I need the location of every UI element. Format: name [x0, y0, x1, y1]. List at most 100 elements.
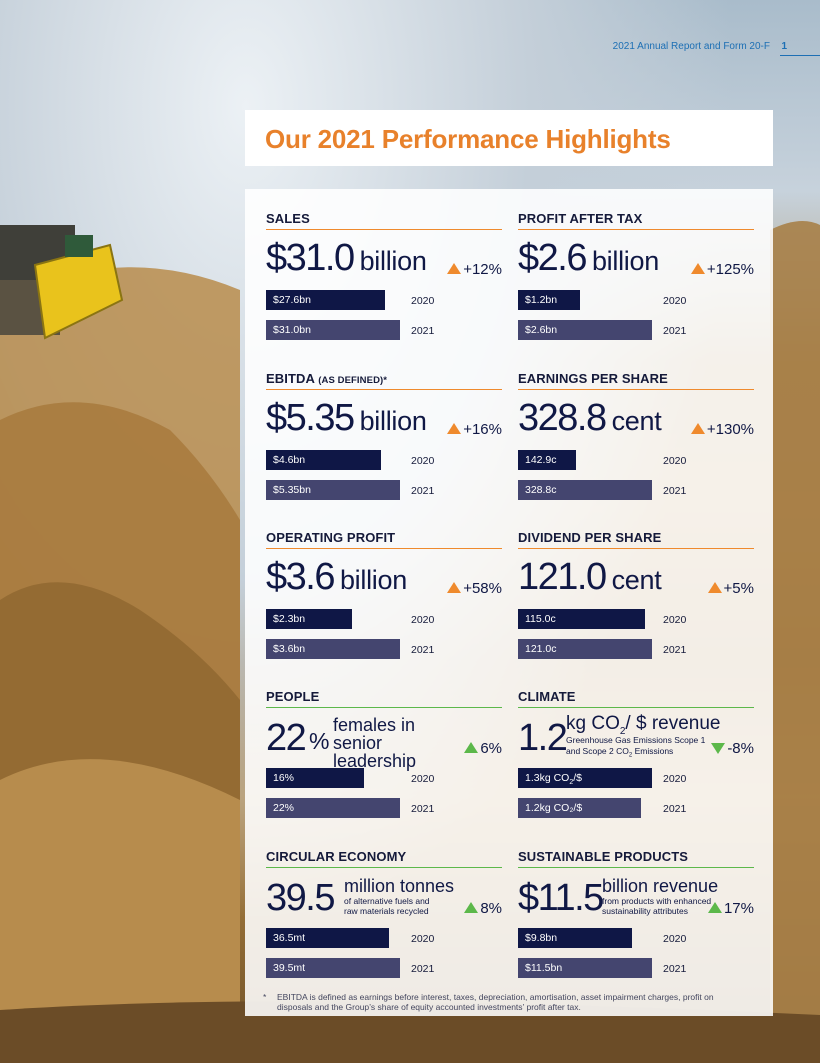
bar-2021: 22%	[266, 798, 400, 818]
bar-2020: $2.3bn	[266, 609, 352, 629]
card-rule	[518, 548, 754, 549]
card-rule	[266, 707, 502, 708]
year-label-2021: 2021	[411, 963, 435, 975]
headline-description: of alternative fuels and raw materials r…	[344, 896, 430, 916]
bar-2021: 121.0c	[518, 639, 652, 659]
triangle-up-icon	[707, 901, 722, 913]
change-indicator: +130%	[690, 421, 754, 438]
bar-2021: $5.35bn	[266, 480, 400, 500]
bar-2021: $11.5bn	[518, 958, 652, 978]
page-number: 1	[781, 41, 787, 52]
year-label-2020: 2020	[411, 773, 435, 785]
bar-2020: 115.0c	[518, 609, 645, 629]
headline-value: $2.6 billion	[518, 237, 659, 279]
bar-2020: $27.6bn	[266, 290, 385, 310]
footnote-marker: *	[263, 992, 267, 1002]
bulldozer-image	[0, 225, 124, 340]
bar-2021: 39.5mt	[266, 958, 400, 978]
bar-2020: 36.5mt	[266, 928, 389, 948]
card-title: OPERATING PROFIT	[266, 530, 396, 545]
card-title: EBITDA (AS DEFINED)*	[266, 371, 388, 386]
year-label-2021: 2021	[663, 485, 687, 497]
card-dividend-per-share: DIVIDEND PER SHARE 121.0 cent +5% 115.0c …	[518, 508, 754, 659]
card-climate: CLIMATE 1.2 kg CO2/ $ revenue Greenhouse…	[518, 667, 754, 818]
year-label-2020: 2020	[411, 295, 435, 307]
report-name: 2021 Annual Report and Form 20-F	[612, 41, 770, 52]
bar-2021: 328.8c	[518, 480, 652, 500]
year-label-2021: 2021	[411, 803, 435, 815]
year-label-2020: 2020	[411, 455, 435, 467]
headline-description: Greenhouse Gas Emissions Scope 1 and Scop…	[566, 735, 706, 759]
bar-2021: $3.6bn	[266, 639, 400, 659]
headline-unit: kg CO2/ $ revenue	[566, 713, 721, 737]
triangle-up-icon	[464, 901, 479, 913]
year-label-2021: 2021	[663, 803, 687, 815]
change-indicator: -8%	[711, 740, 754, 757]
header-rule	[780, 55, 820, 56]
headline-unit: million tonnes	[344, 876, 455, 896]
report-header: 2021 Annual Report and Form 20-F 1	[590, 38, 820, 58]
triangle-up-icon	[690, 262, 705, 274]
year-label-2020: 2020	[663, 295, 687, 307]
change-indicator: +5%	[707, 580, 754, 597]
card-rule	[266, 867, 502, 868]
card-ebitda: EBITDA (AS DEFINED)* $5.35 billion +16% $…	[266, 349, 502, 500]
bar-2020: $9.8bn	[518, 928, 632, 948]
headline-value: 121.0 cent	[518, 556, 662, 598]
headline-value: 328.8 cent	[518, 397, 662, 439]
headline-unit: billion revenue	[602, 876, 719, 896]
bar-2021: 1.2kg CO₂/$	[518, 798, 641, 818]
year-label-2021: 2021	[663, 644, 687, 656]
triangle-up-icon	[707, 581, 722, 593]
card-circular-economy: CIRCULAR ECONOMY 39.5 million tonnes of …	[266, 827, 502, 978]
change-indicator: 8%	[464, 900, 502, 917]
card-title: DIVIDEND PER SHARE	[518, 530, 662, 545]
year-label-2020: 2020	[663, 773, 687, 785]
triangle-up-icon	[690, 422, 705, 434]
card-title: EARNINGS PER SHARE	[518, 371, 668, 386]
card-title: SALES	[266, 211, 310, 226]
footnote: * EBITDA is defined as earnings before i…	[263, 992, 747, 1012]
year-label-2021: 2021	[411, 325, 435, 337]
year-label-2021: 2021	[411, 644, 435, 656]
year-label-2020: 2020	[663, 455, 687, 467]
card-title: CLIMATE	[518, 689, 576, 704]
card-title: CIRCULAR ECONOMY	[266, 849, 407, 864]
card-rule	[266, 229, 502, 230]
card-people: PEOPLE 22 % females in senior leadership…	[266, 667, 502, 818]
card-rule	[266, 548, 502, 549]
change-indicator: +125%	[690, 261, 754, 278]
triangle-up-icon	[447, 581, 462, 593]
triangle-down-icon	[711, 742, 726, 754]
change-indicator: +16%	[447, 421, 502, 438]
percent-sign: %	[309, 728, 330, 754]
headline-value: $3.6 billion	[266, 556, 407, 598]
card-rule	[518, 389, 754, 390]
card-rule	[518, 707, 754, 708]
bar-2020: 142.9c	[518, 450, 576, 470]
headline-value: $11.5	[518, 877, 604, 919]
headline-value: $5.35 billion	[266, 397, 427, 439]
year-label-2021: 2021	[411, 485, 435, 497]
card-title: PROFIT AFTER TAX	[518, 211, 643, 226]
bar-2020: 16%	[266, 768, 364, 788]
triangle-up-icon	[447, 262, 462, 274]
year-label-2020: 2020	[663, 933, 687, 945]
bar-2020: $4.6bn	[266, 450, 381, 470]
triangle-up-icon	[447, 422, 462, 434]
headline-value: 39.5	[266, 877, 335, 919]
change-indicator: +58%	[447, 580, 502, 597]
bar-2020: $1.2bn	[518, 290, 580, 310]
headline-description: from products with enhanced sustainabili…	[602, 896, 712, 916]
change-indicator: 17%	[707, 900, 754, 917]
bar-2021: $31.0bn	[266, 320, 400, 340]
year-label-2021: 2021	[663, 325, 687, 337]
card-earnings-per-share: EARNINGS PER SHARE 328.8 cent +130% 142.9…	[518, 349, 754, 500]
card-rule	[266, 389, 502, 390]
headline-value: 22	[266, 717, 307, 759]
page-title: Our 2021 Performance Highlights	[265, 124, 671, 154]
year-label-2020: 2020	[411, 614, 435, 626]
headline-value: 1.2	[518, 717, 568, 759]
bar-2020: 1.3kg CO2/$	[518, 768, 652, 788]
card-operating-profit: OPERATING PROFIT $3.6 billion +58% $2.3bn…	[266, 508, 502, 659]
